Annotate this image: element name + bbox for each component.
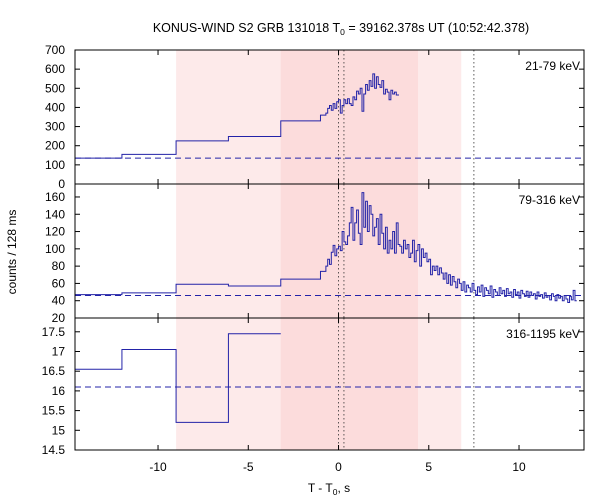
y-tick-label: 14.5	[42, 443, 66, 457]
y-tick-label: 15.5	[42, 404, 66, 418]
y-tick-label: 100	[45, 158, 65, 172]
y-tick-label: 500	[45, 81, 65, 95]
y-tick-label: 700	[45, 43, 65, 57]
y-tick-label: 600	[45, 62, 65, 76]
y-tick-label: 140	[45, 207, 65, 221]
y-tick-label: 120	[45, 225, 65, 239]
y-tick-label: 17.5	[42, 325, 66, 339]
shaded-interval-1	[280, 184, 418, 318]
y-tick-label: 16	[52, 384, 66, 398]
y-tick-label: 200	[45, 139, 65, 153]
y-tick-label: 300	[45, 120, 65, 134]
y-tick-label: 80	[52, 259, 66, 273]
x-tick-label: -5	[243, 460, 254, 474]
x-tick-label: 0	[335, 460, 342, 474]
chart-title: KONUS-WIND S2 GRB 131018 T0 = 39162.378s…	[153, 21, 529, 37]
panel-79-316-kev: 20 40 60 80 100 120 140 160 79-316 keV	[45, 183, 585, 325]
x-tick-label: -10	[149, 460, 167, 474]
y-tick-label: 100	[45, 242, 65, 256]
y-tick-label: 17	[52, 344, 66, 358]
panel-frame	[74, 317, 585, 451]
x-axis-label: T - T0, s	[308, 481, 350, 497]
y-tick-label: 40	[52, 294, 66, 308]
y-tick-label: 0	[58, 177, 65, 191]
light-curve-0	[75, 73, 399, 159]
light-curve-1	[75, 192, 577, 303]
x-tick-label: 5	[425, 460, 432, 474]
x-tick-label: 10	[512, 460, 526, 474]
energy-band-label: 79-316 keV	[519, 193, 580, 207]
y-tick-label: 20	[52, 311, 66, 325]
energy-band-label: 316-1195 keV	[506, 327, 580, 341]
y-tick-label: 15	[52, 423, 66, 437]
y-tick-label: 16.5	[42, 364, 66, 378]
y-tick-label: 160	[45, 190, 65, 204]
y-tick-label: 400	[45, 100, 65, 114]
light-curve-2	[75, 333, 281, 423]
panel-21-79-kev: 0 100 200 300 400 500 600 700 21-79 keV	[45, 43, 585, 191]
y-tick-label: 60	[52, 276, 66, 290]
energy-band-label: 21-79 keV	[525, 59, 580, 73]
shaded-interval-1	[280, 50, 418, 184]
y-axis-label: counts / 128 ms	[5, 210, 19, 295]
shaded-interval-1	[280, 318, 418, 450]
panel-316-1195-kev: 14.5 15 15.5 16 16.5 17 17.5 316-1195 keV -10 -5 0…	[42, 317, 585, 474]
